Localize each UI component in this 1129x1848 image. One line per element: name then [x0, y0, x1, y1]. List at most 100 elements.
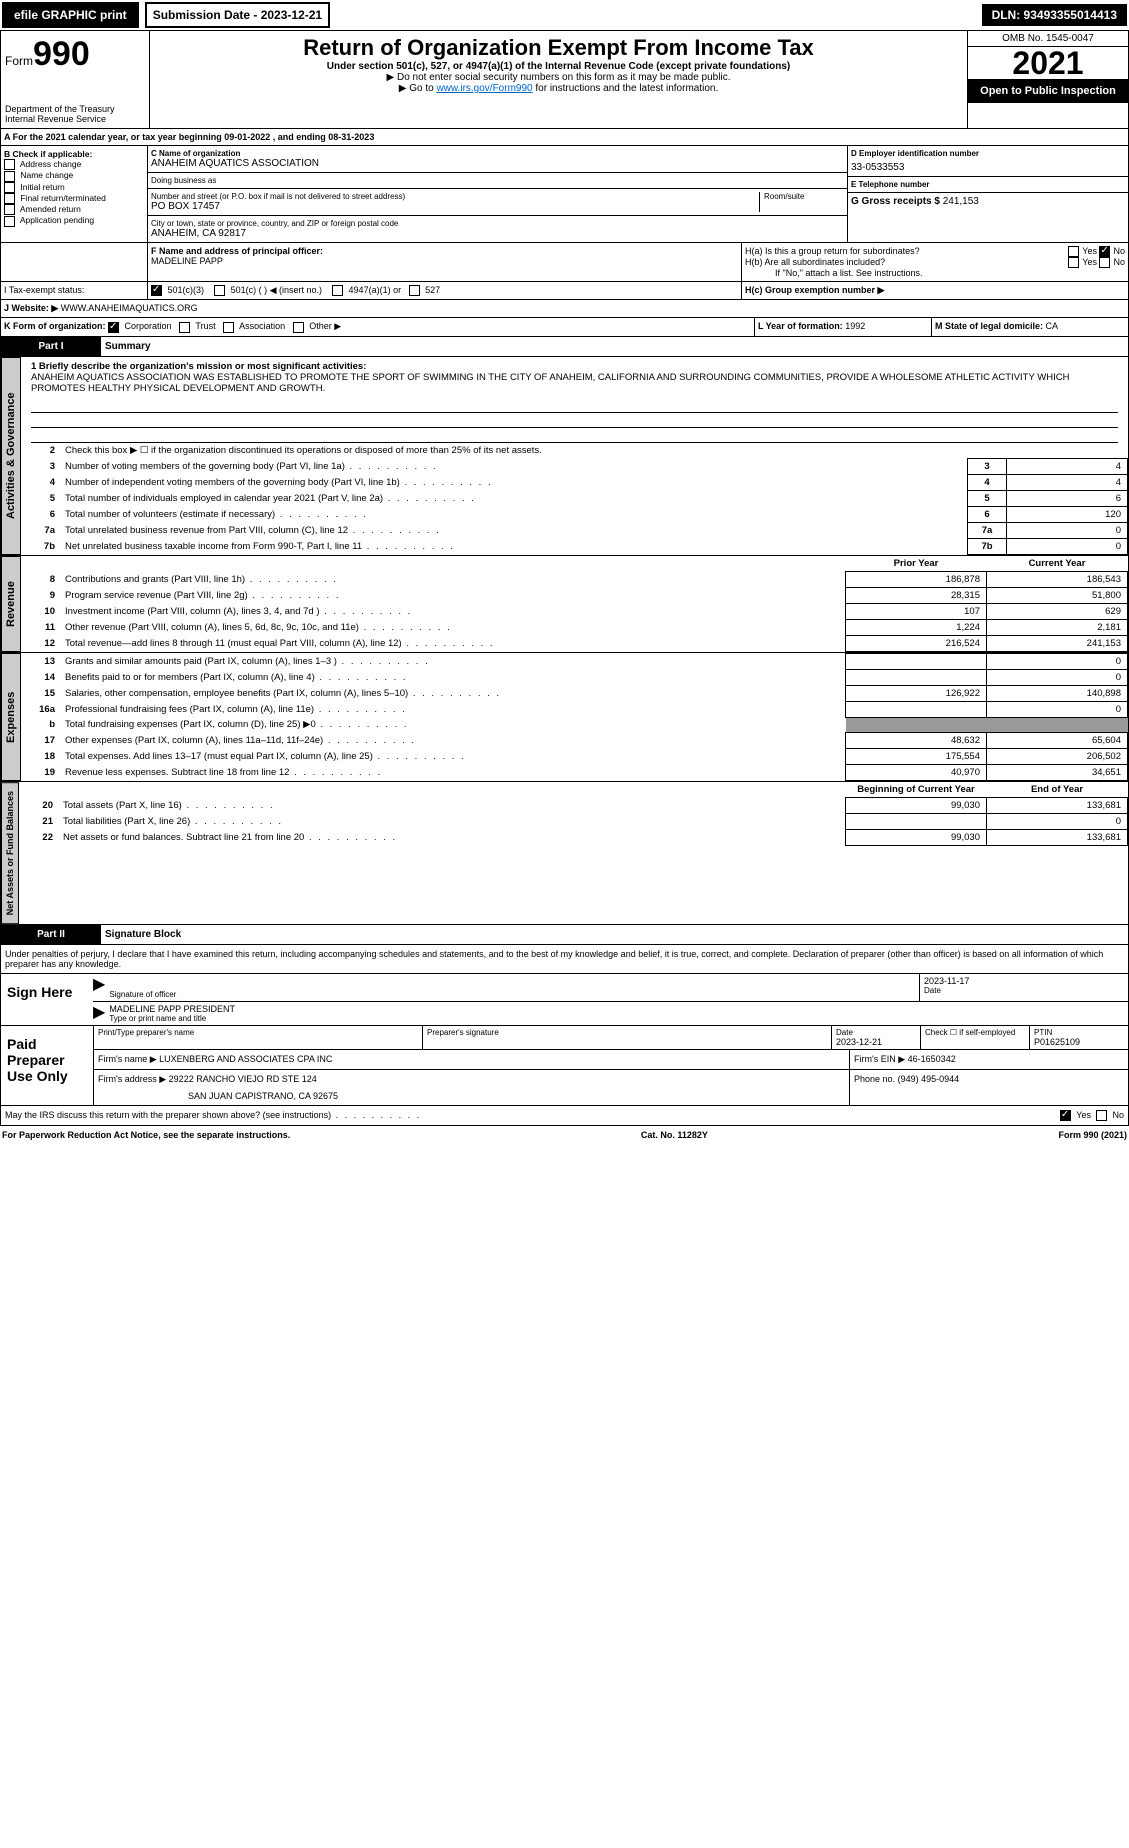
goto-link[interactable]: www.irs.gov/Form990	[436, 83, 532, 94]
row-a-text: A For the 2021 calendar year, or tax yea…	[1, 129, 1128, 145]
checkbox-b[interactable]	[4, 216, 15, 227]
i-row: I Tax-exempt status: 501(c)(3) 501(c) ( …	[0, 282, 1129, 300]
org-block: B Check if applicable: Address change Na…	[0, 146, 1129, 243]
mission-text: ANAHEIM AQUATICS ASSOCIATION WAS ESTABLI…	[31, 372, 1118, 394]
street: PO BOX 17457	[151, 201, 759, 212]
checkbox-b[interactable]	[4, 193, 15, 204]
check-trust[interactable]	[179, 322, 190, 333]
check-4947[interactable]	[332, 285, 343, 296]
check-corp[interactable]	[108, 322, 119, 333]
h1b: H(b) Are all subordinates included?	[745, 257, 885, 268]
table-row: 5Total number of individuals employed in…	[21, 490, 1128, 506]
rev-table: Prior YearCurrent Year8Contributions and…	[21, 556, 1128, 652]
officer-name: MADELINE PAPP PRESIDENT	[109, 1004, 1124, 1014]
prep-date-lbl: Date	[836, 1028, 916, 1037]
net-section: Net Assets or Fund Balances Beginning of…	[0, 781, 1129, 925]
row-a: A For the 2021 calendar year, or tax yea…	[0, 129, 1129, 146]
street-lbl: Number and street (or P.O. box if mail i…	[151, 192, 759, 201]
form-prefix: Form	[5, 54, 33, 68]
ptin: P01625109	[1034, 1037, 1124, 1047]
part1-title: Summary	[101, 337, 155, 356]
table-row: 11Other revenue (Part VIII, column (A), …	[21, 619, 1128, 635]
subtitle: Under section 501(c), 527, or 4947(a)(1)…	[154, 61, 963, 72]
tab-gov: Activities & Governance	[1, 357, 21, 555]
l-label: L Year of formation:	[758, 321, 843, 331]
j-label: J Website: ▶	[4, 303, 58, 313]
check-501c[interactable]	[214, 285, 225, 296]
check-527[interactable]	[409, 285, 420, 296]
h-noattach: If "No," attach a list. See instructions…	[745, 268, 1125, 278]
table-row: 4Number of independent voting members of…	[21, 474, 1128, 490]
f-val: MADELINE PAPP	[151, 256, 738, 266]
table-row: 8Contributions and grants (Part VIII, li…	[21, 571, 1128, 587]
table-row: 21Total liabilities (Part X, line 26)0	[19, 813, 1128, 829]
topbar: efile GRAPHIC print Submission Date - 20…	[0, 0, 1129, 30]
ptin-lbl: PTIN	[1034, 1028, 1124, 1037]
checkbox-b[interactable]	[4, 171, 15, 182]
table-row: 22Net assets or fund balances. Subtract …	[19, 829, 1128, 845]
sig-date: 2023-11-17	[924, 976, 1124, 986]
sign-here: Sign Here	[1, 974, 93, 1025]
goto-suffix: for instructions and the latest informat…	[535, 83, 718, 94]
checkbox-b[interactable]	[4, 204, 15, 215]
open-inspection: Open to Public Inspection	[968, 79, 1128, 103]
i-label: I Tax-exempt status:	[1, 282, 148, 299]
table-row: 17Other expenses (Part IX, column (A), l…	[21, 732, 1128, 748]
checkbox-b[interactable]	[4, 159, 15, 170]
irs: Internal Revenue Service	[5, 114, 145, 124]
f-lbl: F Name and address of principal officer:	[151, 246, 738, 256]
form-header: Form990 Department of the Treasury Inter…	[0, 30, 1129, 129]
part1-header: Part I Summary	[0, 337, 1129, 357]
table-row: 13Grants and similar amounts paid (Part …	[21, 653, 1128, 669]
l-val: 1992	[845, 321, 865, 331]
may-no[interactable]	[1096, 1110, 1107, 1121]
rev-section: Revenue Prior YearCurrent Year8Contribut…	[0, 555, 1129, 652]
room-lbl: Room/suite	[764, 192, 844, 201]
check-other[interactable]	[293, 322, 304, 333]
may-irs: May the IRS discuss this return with the…	[5, 1110, 421, 1121]
table-row: 16aProfessional fundraising fees (Part I…	[21, 701, 1128, 717]
firm-ein: 46-1650342	[908, 1054, 956, 1064]
check-assoc[interactable]	[223, 322, 234, 333]
prep-sig-lbl: Preparer's signature	[427, 1028, 827, 1037]
tax-year: 2021	[968, 47, 1128, 79]
efile-tag: efile GRAPHIC print	[2, 2, 139, 28]
j-row: J Website: ▶ WWW.ANAHEIMAQUATICS.ORG	[0, 300, 1129, 318]
checkbox-yes[interactable]	[1068, 246, 1079, 257]
g-val: 241,153	[943, 196, 979, 207]
page-footer: For Paperwork Reduction Act Notice, see …	[0, 1126, 1129, 1144]
table-row: 19Revenue less expenses. Subtract line 1…	[21, 764, 1128, 780]
check-501c3[interactable]	[151, 285, 162, 296]
d-lbl: D Employer identification number	[851, 149, 1125, 158]
checkbox-no2[interactable]	[1099, 257, 1110, 268]
j-val: WWW.ANAHEIMAQUATICS.ORG	[61, 303, 198, 313]
may-yes[interactable]	[1060, 1110, 1071, 1121]
dba-lbl: Doing business as	[151, 176, 844, 185]
firm-addr1: 29222 RANCHO VIEJO RD STE 124	[169, 1074, 317, 1084]
k-label: K Form of organization:	[4, 321, 106, 331]
return-title: Return of Organization Exempt From Incom…	[154, 35, 963, 61]
table-row: 20Total assets (Part X, line 16)99,03013…	[19, 797, 1128, 813]
exp-table: 13Grants and similar amounts paid (Part …	[21, 653, 1128, 781]
exp-section: Expenses 13Grants and similar amounts pa…	[0, 652, 1129, 781]
table-row: 15Salaries, other compensation, employee…	[21, 685, 1128, 701]
table-row: 9Program service revenue (Part VIII, lin…	[21, 587, 1128, 603]
footer-center: Cat. No. 11282Y	[641, 1130, 708, 1140]
submission-date: Submission Date - 2023-12-21	[145, 2, 330, 28]
checkbox-yes2[interactable]	[1068, 257, 1079, 268]
firm-name: LUXENBERG AND ASSOCIATES CPA INC	[159, 1054, 332, 1064]
dept: Department of the Treasury	[5, 104, 145, 114]
firm-ein-lbl: Firm's EIN ▶	[854, 1054, 905, 1064]
c-name: ANAHEIM AQUATICS ASSOCIATION	[151, 158, 844, 169]
footer-right: Form 990 (2021)	[1058, 1130, 1127, 1140]
k-row: K Form of organization: Corporation Trus…	[0, 318, 1129, 336]
tab-net: Net Assets or Fund Balances	[1, 782, 19, 924]
checkbox-b[interactable]	[4, 182, 15, 193]
prep-date: 2023-12-21	[836, 1037, 916, 1047]
m-val: CA	[1046, 321, 1059, 331]
arrow-icon: ▶	[93, 974, 105, 1001]
g-lbl: G Gross receipts $	[851, 196, 940, 207]
tab-rev: Revenue	[1, 556, 21, 652]
checkbox-no[interactable]	[1099, 246, 1110, 257]
firm-addr2: SAN JUAN CAPISTRANO, CA 92675	[98, 1085, 845, 1101]
